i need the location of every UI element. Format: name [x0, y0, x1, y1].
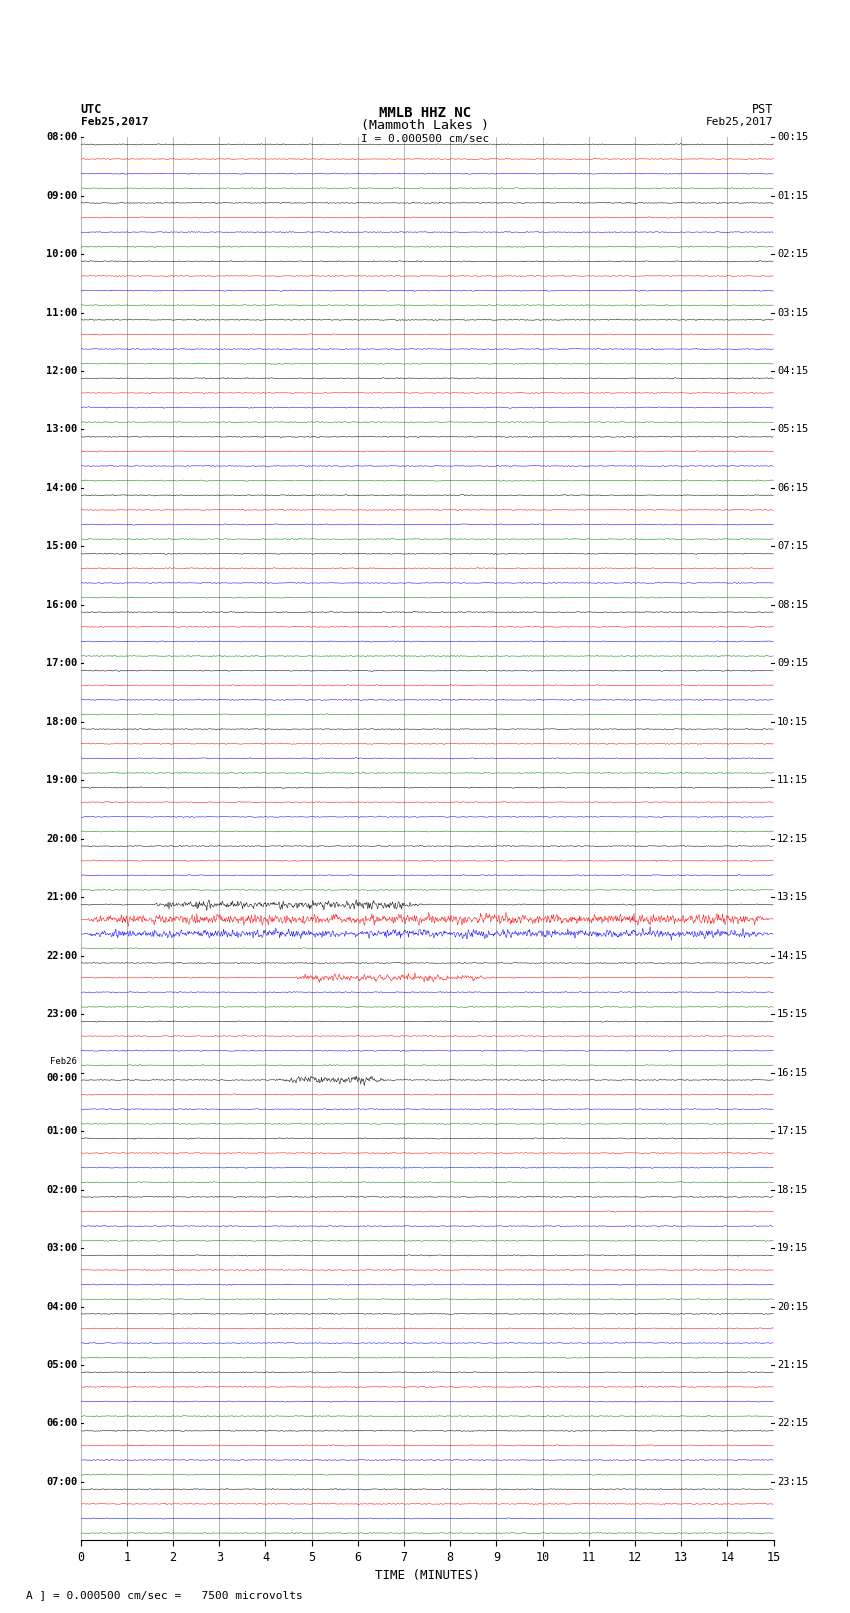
- Text: 23:15: 23:15: [777, 1478, 808, 1487]
- Text: 05:00: 05:00: [46, 1360, 77, 1369]
- Text: 18:00: 18:00: [46, 716, 77, 727]
- Text: MMLB HHZ NC: MMLB HHZ NC: [379, 106, 471, 121]
- Text: 07:00: 07:00: [46, 1478, 77, 1487]
- Text: 11:15: 11:15: [777, 776, 808, 786]
- Text: PST: PST: [752, 103, 774, 116]
- Text: 13:15: 13:15: [777, 892, 808, 902]
- Text: 14:15: 14:15: [777, 950, 808, 961]
- Text: 19:00: 19:00: [46, 776, 77, 786]
- Text: 16:15: 16:15: [777, 1068, 808, 1077]
- Text: 02:00: 02:00: [46, 1184, 77, 1195]
- Text: 10:15: 10:15: [777, 716, 808, 727]
- Text: 00:15: 00:15: [777, 132, 808, 142]
- Text: 13:00: 13:00: [46, 424, 77, 434]
- Text: 15:00: 15:00: [46, 542, 77, 552]
- Text: 06:00: 06:00: [46, 1418, 77, 1429]
- Text: I = 0.000500 cm/sec: I = 0.000500 cm/sec: [361, 134, 489, 145]
- Text: (Mammoth Lakes ): (Mammoth Lakes ): [361, 119, 489, 132]
- Text: 00:00: 00:00: [46, 1073, 77, 1082]
- Text: 09:15: 09:15: [777, 658, 808, 668]
- Text: 16:00: 16:00: [46, 600, 77, 610]
- Text: 22:00: 22:00: [46, 950, 77, 961]
- Text: 17:00: 17:00: [46, 658, 77, 668]
- Text: 08:00: 08:00: [46, 132, 77, 142]
- Text: 11:00: 11:00: [46, 308, 77, 318]
- X-axis label: TIME (MINUTES): TIME (MINUTES): [375, 1569, 479, 1582]
- Text: Feb25,2017: Feb25,2017: [706, 118, 774, 127]
- Text: UTC: UTC: [81, 103, 102, 116]
- Text: 02:15: 02:15: [777, 248, 808, 260]
- Text: 20:15: 20:15: [777, 1302, 808, 1311]
- Text: 01:00: 01:00: [46, 1126, 77, 1136]
- Text: 23:00: 23:00: [46, 1010, 77, 1019]
- Text: 03:00: 03:00: [46, 1244, 77, 1253]
- Text: 01:15: 01:15: [777, 190, 808, 200]
- Text: Feb26: Feb26: [50, 1057, 77, 1066]
- Text: 17:15: 17:15: [777, 1126, 808, 1136]
- Text: 12:15: 12:15: [777, 834, 808, 844]
- Text: 22:15: 22:15: [777, 1418, 808, 1429]
- Text: 05:15: 05:15: [777, 424, 808, 434]
- Text: 19:15: 19:15: [777, 1244, 808, 1253]
- Text: 10:00: 10:00: [46, 248, 77, 260]
- Text: 03:15: 03:15: [777, 308, 808, 318]
- Text: 21:15: 21:15: [777, 1360, 808, 1369]
- Text: 18:15: 18:15: [777, 1184, 808, 1195]
- Text: Feb25,2017: Feb25,2017: [81, 118, 148, 127]
- Text: 15:15: 15:15: [777, 1010, 808, 1019]
- Text: 04:00: 04:00: [46, 1302, 77, 1311]
- Text: 08:15: 08:15: [777, 600, 808, 610]
- Text: 12:00: 12:00: [46, 366, 77, 376]
- Text: 04:15: 04:15: [777, 366, 808, 376]
- Text: A ] = 0.000500 cm/sec =   7500 microvolts: A ] = 0.000500 cm/sec = 7500 microvolts: [26, 1590, 303, 1600]
- Text: 14:00: 14:00: [46, 482, 77, 494]
- Text: 06:15: 06:15: [777, 482, 808, 494]
- Text: 09:00: 09:00: [46, 190, 77, 200]
- Text: 07:15: 07:15: [777, 542, 808, 552]
- Text: 20:00: 20:00: [46, 834, 77, 844]
- Text: 21:00: 21:00: [46, 892, 77, 902]
